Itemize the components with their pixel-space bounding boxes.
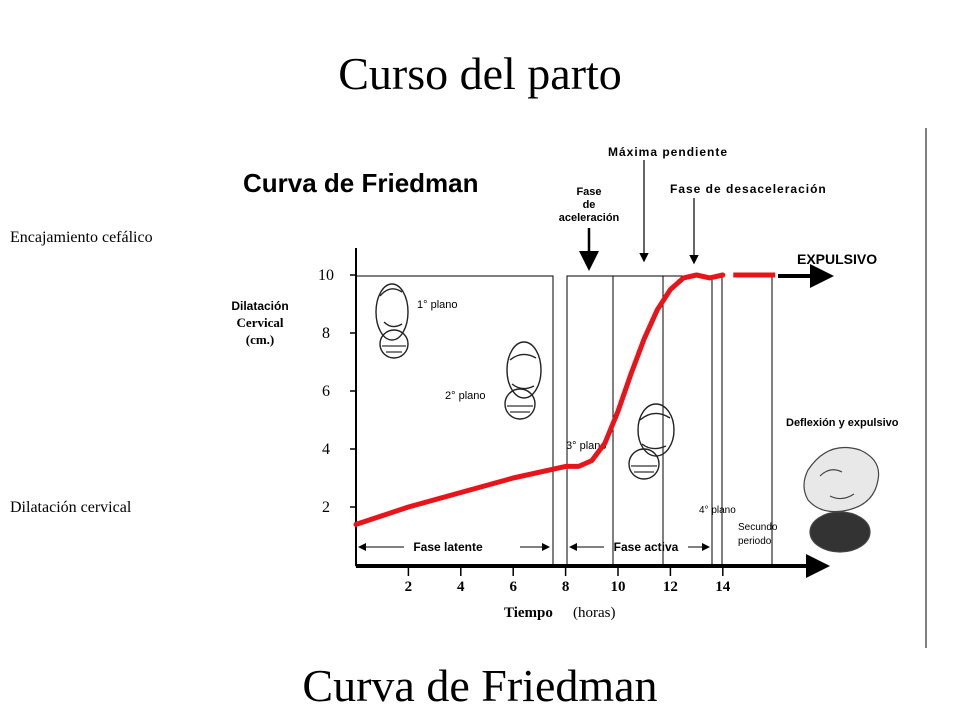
slide-footer: Curva de Friedman (302, 660, 658, 711)
fetus-station-3-illustration (628, 403, 675, 480)
y-tick-label: 4 (322, 441, 330, 458)
side-label-dilatacion: Dilatación cervical (10, 499, 132, 516)
active-phase-box (566, 275, 713, 567)
y-axis-ticks: 2 4 6 8 10 (318, 267, 356, 516)
station-4-label: 4° plano (699, 505, 736, 516)
y-axis-label-2: Cervical (237, 315, 284, 330)
x-tick-label: 2 (405, 579, 413, 595)
x-tick-label: 12 (663, 579, 678, 595)
figure-title: Curva de Friedman (243, 168, 479, 198)
deflexion-label: Deflexión y expulsivo (786, 417, 899, 429)
x-tick-label: 4 (457, 579, 465, 595)
station-1-label: 1° plano (417, 299, 458, 311)
annotation-desaceleracion: Fase de desaceleración (670, 182, 827, 196)
y-tick-label: 6 (322, 383, 330, 400)
station-3-label: 3° plano (566, 440, 607, 452)
expulsivo-label: EXPULSIVO (797, 251, 877, 267)
x-axis-ticks: 2 4 6 8 10 12 14 (405, 568, 731, 595)
phase-activa-label: Fase activa (614, 540, 679, 554)
fetus-station-1-illustration (375, 283, 409, 359)
y-tick-label: 10 (318, 267, 334, 284)
x-tick-label: 10 (611, 579, 626, 595)
y-axis-label-3: (cm.) (246, 332, 275, 347)
x-axis-label-rest: (horas) (573, 605, 615, 621)
y-axis-label-1: Dilatación (231, 299, 288, 313)
annotation-maxima: Máxima pendiente (608, 145, 728, 159)
x-tick-label: 8 (562, 579, 570, 595)
y-tick-label: 2 (322, 499, 330, 516)
y-tick-label: 8 (322, 325, 330, 342)
slide-title: Curso del parto (338, 48, 622, 99)
x-axis-label-bold: Tiempo (504, 605, 553, 621)
x-tick-label: 6 (509, 579, 517, 595)
fetus-station-2-illustration (504, 341, 542, 420)
phase-latente-label: Fase latente (413, 540, 483, 554)
annotation-aceleracion-1: Fase (576, 186, 601, 198)
baby-expulsion-illustration (803, 446, 880, 553)
friedman-curve-layer (353, 272, 776, 527)
annotation-aceleracion-2: de (583, 199, 596, 211)
segundo-label-2: periodo (738, 536, 772, 547)
latent-phase-box (355, 275, 554, 567)
station-2-label: 2° plano (445, 390, 486, 402)
segundo-label-1: Secundo (738, 522, 778, 533)
x-tick-label: 14 (715, 579, 731, 595)
annotation-aceleracion-3: aceleración (559, 212, 620, 224)
side-label-encajamiento: Encajamiento cefálico (10, 229, 153, 246)
dilatation-curve (353, 272, 726, 527)
